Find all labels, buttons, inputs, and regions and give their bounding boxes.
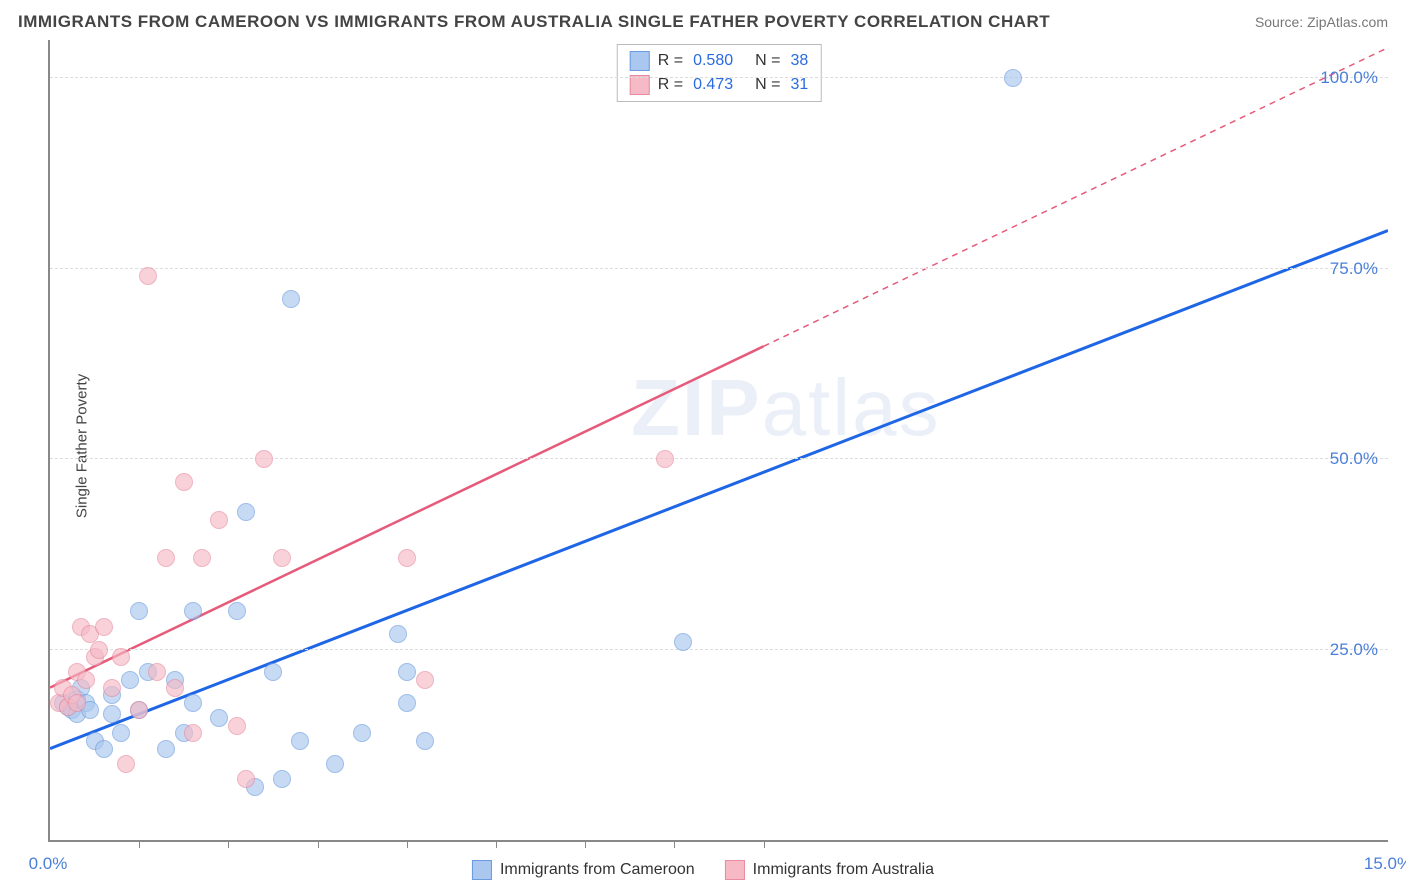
trend-line-australia — [50, 346, 764, 687]
data-point-cameroon — [389, 625, 407, 643]
data-point-australia — [166, 679, 184, 697]
legend-swatch-cameroon — [472, 860, 492, 880]
data-point-australia — [210, 511, 228, 529]
legend-item-cameroon: Immigrants from Cameroon — [472, 860, 695, 880]
data-point-cameroon — [95, 740, 113, 758]
x-tick-mark — [139, 840, 140, 848]
data-point-cameroon — [416, 732, 434, 750]
data-point-cameroon — [282, 290, 300, 308]
data-point-australia — [77, 671, 95, 689]
data-point-cameroon — [210, 709, 228, 727]
data-point-australia — [148, 663, 166, 681]
data-point-australia — [193, 549, 211, 567]
data-point-australia — [175, 473, 193, 491]
data-point-australia — [228, 717, 246, 735]
data-point-australia — [103, 679, 121, 697]
gridline-horizontal — [50, 649, 1388, 650]
data-point-cameroon — [674, 633, 692, 651]
data-point-australia — [117, 755, 135, 773]
data-point-cameroon — [398, 694, 416, 712]
x-tick-mark — [318, 840, 319, 848]
data-point-australia — [130, 701, 148, 719]
r-value-australia: 0.473 — [693, 76, 733, 94]
source-label: Source: ZipAtlas.com — [1255, 14, 1388, 30]
n-label: N = — [755, 76, 780, 94]
trend-line-cameroon — [50, 230, 1388, 748]
data-point-australia — [416, 671, 434, 689]
data-point-australia — [68, 694, 86, 712]
data-point-cameroon — [264, 663, 282, 681]
data-point-australia — [90, 641, 108, 659]
trend-lines-layer — [50, 40, 1388, 840]
legend-label-cameroon: Immigrants from Cameroon — [500, 861, 695, 879]
legend-label-australia: Immigrants from Australia — [753, 861, 934, 879]
watermark-light: atlas — [762, 363, 941, 452]
data-point-cameroon — [184, 694, 202, 712]
x-tick-mark — [496, 840, 497, 848]
data-point-australia — [157, 549, 175, 567]
legend-stats-box: R = 0.580 N = 38 R = 0.473 N = 31 — [617, 44, 822, 102]
data-point-australia — [95, 618, 113, 636]
legend-swatch-cameroon — [630, 51, 650, 71]
x-tick-mark — [674, 840, 675, 848]
data-point-australia — [656, 450, 674, 468]
data-point-cameroon — [326, 755, 344, 773]
plot-container: ZIPatlas R = 0.580 N = 38 R = 0.473 N = 31 25.0… — [48, 40, 1388, 842]
data-point-cameroon — [237, 503, 255, 521]
data-point-cameroon — [398, 663, 416, 681]
gridline-horizontal — [50, 77, 1388, 78]
data-point-cameroon — [184, 602, 202, 620]
y-tick-label: 75.0% — [1330, 259, 1378, 279]
legend-series: Immigrants from Cameroon Immigrants from … — [472, 860, 934, 880]
x-tick-label: 0.0% — [29, 854, 68, 874]
data-point-cameroon — [112, 724, 130, 742]
watermark-bold: ZIP — [631, 363, 761, 452]
gridline-horizontal — [50, 458, 1388, 459]
data-point-australia — [184, 724, 202, 742]
trend-line-australia-dashed — [764, 48, 1388, 347]
data-point-cameroon — [291, 732, 309, 750]
n-value-cameroon: 38 — [790, 52, 808, 70]
chart-title: IMMIGRANTS FROM CAMEROON VS IMMIGRANTS F… — [18, 12, 1050, 32]
n-value-australia: 31 — [790, 76, 808, 94]
y-tick-label: 100.0% — [1320, 68, 1378, 88]
legend-item-australia: Immigrants from Australia — [725, 860, 934, 880]
data-point-australia — [255, 450, 273, 468]
data-point-cameroon — [1004, 69, 1022, 87]
y-tick-label: 50.0% — [1330, 449, 1378, 469]
r-label: R = — [658, 52, 683, 70]
n-label: N = — [755, 52, 780, 70]
data-point-cameroon — [157, 740, 175, 758]
x-tick-mark — [764, 840, 765, 848]
data-point-cameroon — [353, 724, 371, 742]
legend-stat-row-cameroon: R = 0.580 N = 38 — [630, 49, 809, 73]
watermark: ZIPatlas — [631, 362, 940, 454]
data-point-cameroon — [103, 705, 121, 723]
x-tick-mark — [585, 840, 586, 848]
data-point-cameroon — [273, 770, 291, 788]
x-tick-mark — [228, 840, 229, 848]
x-tick-mark — [407, 840, 408, 848]
r-label: R = — [658, 76, 683, 94]
gridline-horizontal — [50, 268, 1388, 269]
data-point-cameroon — [130, 602, 148, 620]
data-point-australia — [139, 267, 157, 285]
y-tick-label: 25.0% — [1330, 640, 1378, 660]
data-point-australia — [112, 648, 130, 666]
r-value-cameroon: 0.580 — [693, 52, 733, 70]
data-point-australia — [398, 549, 416, 567]
data-point-cameroon — [121, 671, 139, 689]
data-point-australia — [237, 770, 255, 788]
legend-swatch-australia — [725, 860, 745, 880]
x-tick-label: 15.0% — [1364, 854, 1406, 874]
data-point-cameroon — [228, 602, 246, 620]
plot-area: ZIPatlas R = 0.580 N = 38 R = 0.473 N = 31 25.0… — [48, 40, 1388, 842]
data-point-australia — [273, 549, 291, 567]
